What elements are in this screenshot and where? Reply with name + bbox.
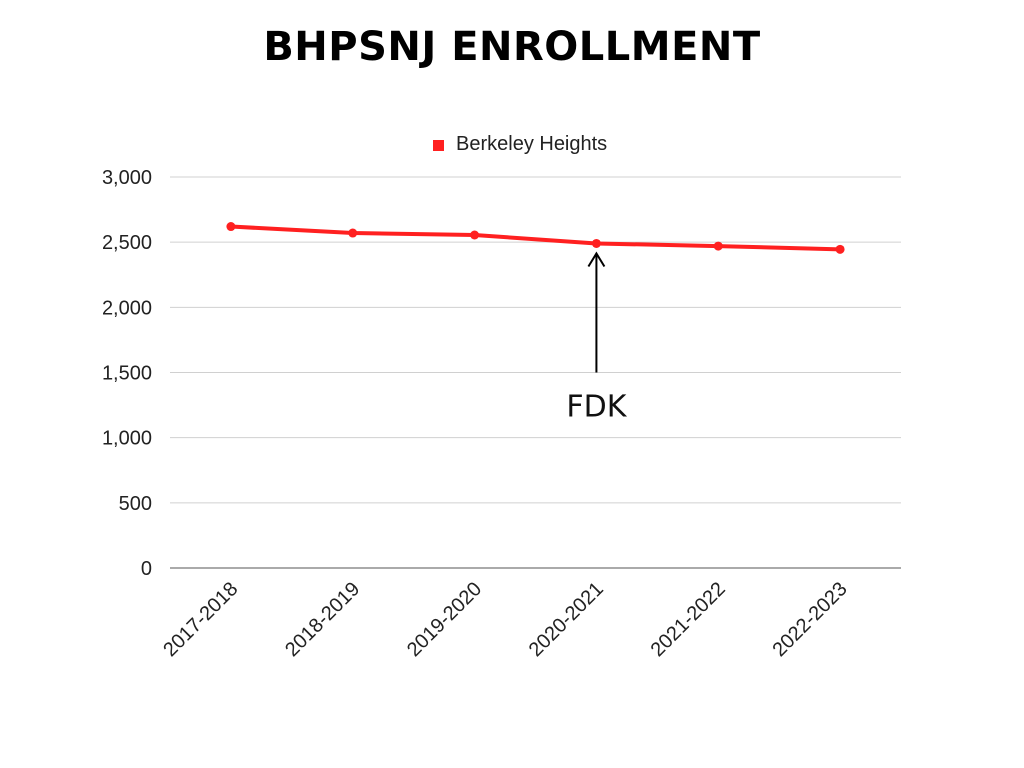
annotation-arrowhead [587,251,606,267]
gridlines [170,176,901,569]
y-tick-label: 2,500 [102,232,152,254]
series-line [228,224,843,252]
x-axis-ticks: 2017-2018 2018-2019 2019-2020 2020-2021 2021… [159,578,851,661]
data-point [470,230,480,240]
x-tick-label: 2020-2021 [525,578,608,661]
data-point [348,228,358,238]
x-tick-label: 2021-2022 [647,578,730,661]
x-tick-label: 2022-2023 [768,578,851,661]
data-point [713,241,723,251]
data-point [226,222,236,232]
y-tick-label: 500 [119,493,152,515]
x-tick-label: 2018-2019 [281,578,364,661]
y-tick-label: 2,000 [102,297,152,319]
x-tick-label: 2017-2018 [159,578,242,661]
annotation: FDK [566,251,628,425]
y-tick-label: 1,500 [102,363,152,385]
data-point [835,244,845,254]
x-tick-label: 2019-2020 [403,578,486,661]
legend-label: Berkeley Heights [456,133,607,155]
series-berkeley-heights [226,222,845,254]
y-axis-ticks: 0 500 1,000 1,500 2,000 2,500 3,000 [102,167,152,580]
legend: Berkeley Heights [433,133,607,155]
chart-title: BHPSNJ ENROLLMENT [263,24,761,70]
y-tick-label: 0 [141,558,152,580]
data-point [591,238,601,248]
legend-swatch [433,140,444,151]
y-tick-label: 3,000 [102,167,152,189]
y-tick-label: 1,000 [102,428,152,450]
annotation-label: FDK [566,390,627,425]
